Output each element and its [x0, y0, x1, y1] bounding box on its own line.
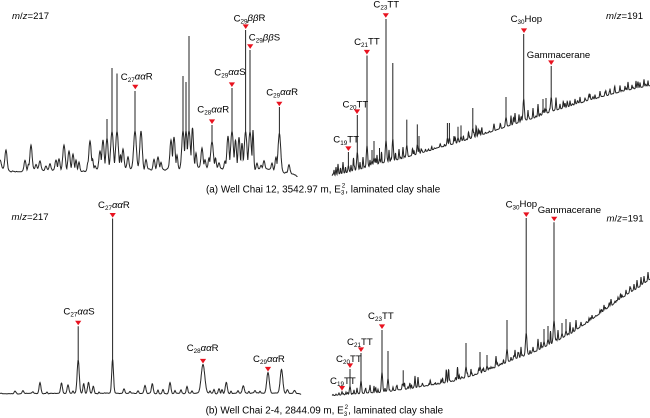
svg-text:m/z=217: m/z=217	[12, 212, 49, 223]
svg-text:C19TT: C19TT	[333, 135, 359, 147]
svg-text:C29ααR: C29ααR	[253, 354, 285, 366]
svg-text:C29ββR: C29ββR	[234, 13, 266, 25]
svg-text:C21TT: C21TT	[354, 37, 380, 49]
svg-text:Gammacerane: Gammacerane	[527, 50, 590, 61]
svg-text:C27ααR: C27ααR	[121, 72, 153, 84]
svg-text:C29ββS: C29ββS	[249, 33, 280, 45]
svg-text:m/z=217: m/z=217	[12, 11, 49, 22]
svg-text:m/z=191: m/z=191	[606, 11, 643, 22]
svg-text:C20TT: C20TT	[336, 354, 362, 366]
svg-text:C23TT: C23TT	[368, 311, 394, 323]
svg-text:C27ααR: C27ααR	[98, 200, 130, 212]
svg-text:C28ααR: C28ααR	[187, 343, 219, 355]
svg-text:C23TT: C23TT	[373, 0, 399, 12]
svg-text:C30Hop: C30Hop	[506, 199, 538, 211]
svg-text:(b) Well Chai 2-4, 2844.09 m,: (b) Well Chai 2-4, 2844.09 m, E32, lamin…	[206, 404, 444, 418]
svg-text:C27ααS: C27ααS	[63, 306, 94, 318]
svg-text:(a) Well Chai 12, 3542.97 m, E: (a) Well Chai 12, 3542.97 m, E32, lamina…	[206, 183, 441, 197]
svg-text:C30Hop: C30Hop	[511, 14, 543, 26]
svg-text:C29ααR: C29ααR	[266, 87, 298, 99]
svg-text:C21TT: C21TT	[347, 337, 373, 349]
svg-text:C19TT: C19TT	[330, 376, 356, 388]
svg-text:Gammacerane: Gammacerane	[538, 205, 601, 216]
svg-text:C28ααR: C28ααR	[197, 105, 229, 117]
svg-text:m/z=191: m/z=191	[607, 214, 644, 225]
svg-text:C29ααS: C29ααS	[214, 67, 245, 79]
svg-text:C20TT: C20TT	[343, 99, 369, 111]
